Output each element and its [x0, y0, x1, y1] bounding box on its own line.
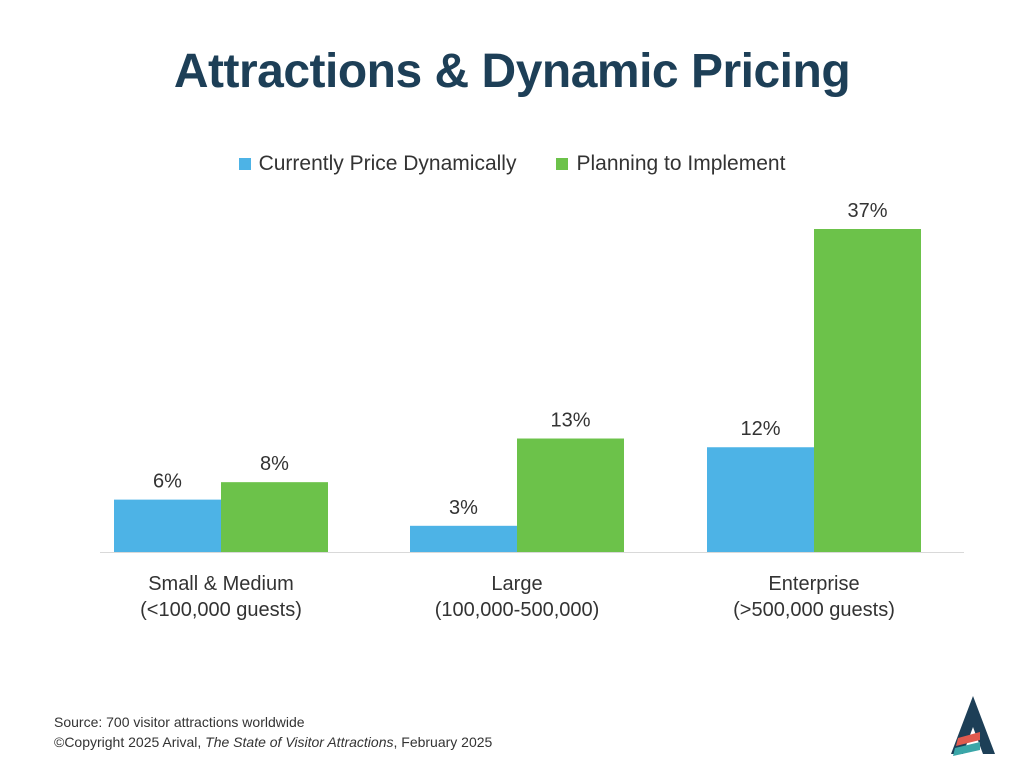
- copyright-prefix: ©Copyright 2025 Arival,: [54, 734, 206, 750]
- bar-current-1: [410, 525, 517, 552]
- data-label-current-0: 6%: [153, 471, 182, 493]
- category-label-0-line-1: (<100,000 guests): [140, 599, 302, 621]
- data-label-current-2: 12%: [740, 418, 780, 440]
- data-label-planning-1: 13%: [550, 410, 590, 432]
- data-label-planning-0: 8%: [260, 453, 289, 475]
- bar-planning-0: [221, 482, 328, 552]
- bar-current-0: [114, 499, 221, 552]
- chart-title: Attractions & Dynamic Pricing: [173, 45, 851, 98]
- data-label-planning-2: 37%: [847, 200, 887, 222]
- category-label-2-line-0: Enterprise: [768, 573, 859, 595]
- category-label-0-line-0: Small & Medium: [148, 573, 294, 595]
- copyright-title: The State of Visitor Attractions: [205, 734, 394, 750]
- chart-legend: Currently Price Dynamically Planning to …: [0, 152, 1024, 176]
- legend-swatch-current: [238, 158, 251, 170]
- logo-teal-stripe: [953, 742, 980, 756]
- bar-planning-1: [517, 438, 624, 552]
- arival-logo-icon: [951, 696, 995, 756]
- data-label-current-1: 3%: [449, 497, 478, 519]
- bar-current-2: [707, 447, 814, 552]
- category-label-1-line-1: (100,000-500,000): [435, 599, 600, 621]
- source-note: Source: 700 visitor attractions worldwid…: [54, 714, 305, 730]
- copyright-note: ©Copyright 2025 Arival, The State of Vis…: [54, 732, 492, 752]
- legend-label-planning: Planning to Implement: [576, 152, 786, 175]
- legend-item-current: Currently Price Dynamically: [238, 152, 517, 176]
- logo-red-stripe: [956, 732, 980, 746]
- legend-item-planning: Planning to Implement: [556, 152, 785, 176]
- category-label-1-line-0: Large: [491, 573, 542, 595]
- category-label-2-line-1: (>500,000 guests): [733, 599, 895, 621]
- bar-planning-2: [814, 229, 921, 552]
- legend-swatch-planning: [556, 158, 569, 170]
- copyright-suffix: , February 2025: [393, 734, 493, 750]
- legend-label-current: Currently Price Dynamically: [258, 152, 517, 175]
- footer: Source: 700 visitor attractions worldwid…: [54, 712, 492, 752]
